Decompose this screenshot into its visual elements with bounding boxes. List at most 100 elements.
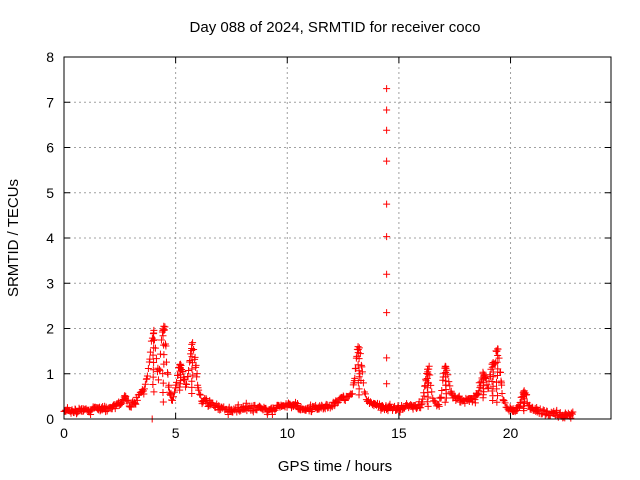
data-point (189, 339, 197, 347)
data-point (188, 377, 196, 385)
axis-ticks: 0 1 2 3 4 5 6 7 8 0 5 10 15 20 (46, 49, 611, 441)
y-tick-label: 1 (46, 366, 54, 382)
data-point (141, 380, 149, 388)
data-point (424, 365, 432, 373)
data-point (569, 408, 577, 416)
data-point (479, 370, 487, 378)
data-point (493, 385, 501, 393)
data-point (423, 384, 431, 392)
data-point (383, 106, 391, 114)
y-axis-label: SRMTID / TECUs (5, 179, 22, 297)
data-point (149, 336, 157, 344)
data-point (171, 388, 179, 396)
data-point (236, 407, 244, 415)
data-point (355, 344, 363, 352)
data-point (164, 370, 172, 378)
data-point (424, 402, 432, 410)
data-point (354, 361, 362, 369)
data-point (489, 382, 497, 390)
data-point (193, 370, 201, 378)
data-point (424, 379, 432, 387)
data-point (493, 358, 501, 366)
data-point (173, 378, 181, 386)
data-point (498, 381, 506, 389)
data-point (494, 352, 502, 360)
data-point (471, 399, 479, 407)
data-point (333, 399, 341, 407)
data-point (536, 405, 544, 413)
data-point (185, 366, 193, 374)
data-point (189, 371, 197, 379)
data-point (188, 365, 196, 373)
data-point (159, 379, 167, 387)
plot-frame (63, 56, 612, 420)
data-point (539, 406, 547, 414)
data-point (493, 372, 501, 380)
data-point (445, 378, 453, 386)
y-tick-label: 2 (46, 321, 54, 337)
y-tick-label: 6 (46, 140, 54, 156)
y-tick-label: 4 (46, 230, 54, 246)
data-point (169, 396, 177, 404)
data-point (442, 381, 450, 389)
data-point (355, 355, 363, 363)
data-point (160, 341, 168, 349)
data-point (475, 379, 483, 387)
data-point (441, 398, 449, 406)
data-point (150, 358, 158, 366)
data-point (426, 371, 434, 379)
data-point (386, 400, 394, 408)
data-point (159, 389, 167, 397)
data-point (493, 378, 501, 386)
data-point (493, 398, 501, 406)
data-point (355, 391, 363, 399)
data-point (150, 336, 158, 344)
data-point (181, 376, 189, 384)
data-point (149, 351, 157, 359)
data-point (383, 233, 391, 241)
data-point (156, 367, 164, 375)
data-point (188, 383, 196, 391)
data-point (357, 377, 365, 385)
data-point (150, 388, 158, 396)
data-point (494, 365, 502, 373)
data-point (176, 367, 184, 375)
data-point (150, 329, 158, 337)
data-point (140, 385, 148, 393)
data-point (383, 380, 391, 388)
x-tick-label: 15 (391, 425, 407, 441)
data-point (149, 373, 157, 381)
data-point (192, 361, 200, 369)
data-point (176, 364, 184, 372)
data-point (159, 332, 167, 340)
data-point (361, 390, 369, 398)
y-tick-label: 7 (46, 94, 54, 110)
data-point (160, 360, 168, 368)
data-points (60, 85, 577, 423)
data-point (431, 397, 439, 405)
data-point (438, 386, 446, 394)
data-point (473, 391, 481, 399)
data-point (383, 270, 391, 278)
data-point (184, 373, 192, 381)
data-point (144, 365, 152, 373)
data-point (413, 405, 421, 413)
y-tick-label: 3 (46, 275, 54, 291)
y-tick-label: 5 (46, 185, 54, 201)
data-point (166, 390, 174, 398)
data-point (152, 355, 160, 363)
data-point (446, 382, 454, 390)
data-point (188, 390, 196, 398)
data-point (358, 363, 366, 371)
data-point (159, 398, 167, 406)
data-point (196, 390, 204, 398)
data-point (87, 411, 95, 419)
data-point (391, 402, 399, 410)
data-point (383, 354, 391, 362)
data-point (341, 396, 349, 404)
data-point (489, 368, 497, 376)
data-point (483, 381, 491, 389)
data-point (516, 403, 524, 411)
data-point (202, 395, 210, 403)
